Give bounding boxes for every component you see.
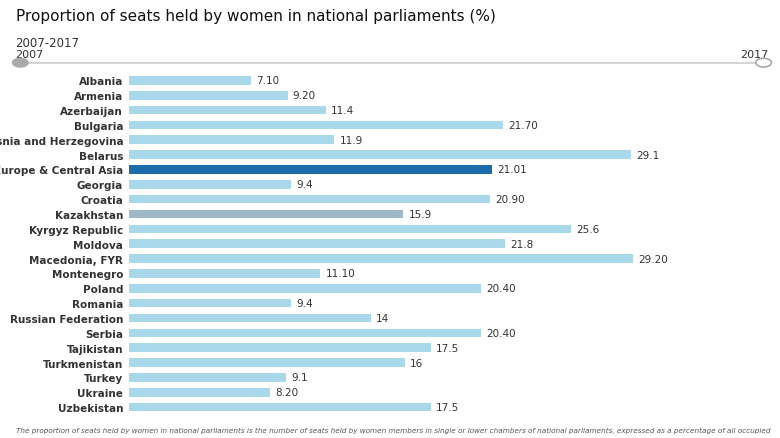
- Bar: [129, 255, 633, 263]
- Bar: [129, 121, 503, 130]
- Text: 2017: 2017: [740, 50, 768, 60]
- Text: 11.4: 11.4: [331, 106, 354, 116]
- Text: The proportion of seats held by women in national parliaments is the number of s: The proportion of seats held by women in…: [16, 427, 770, 433]
- Bar: [129, 299, 291, 308]
- Text: 11.9: 11.9: [339, 135, 363, 145]
- Bar: [129, 373, 285, 382]
- Text: 9.20: 9.20: [292, 91, 316, 101]
- Text: 25.6: 25.6: [576, 224, 599, 234]
- Bar: [129, 344, 431, 352]
- Bar: [129, 77, 251, 85]
- Bar: [129, 314, 370, 322]
- Bar: [129, 225, 571, 233]
- Bar: [129, 240, 505, 248]
- Text: 7.10: 7.10: [257, 76, 280, 86]
- Bar: [129, 269, 321, 278]
- Text: 9.4: 9.4: [296, 180, 313, 190]
- Bar: [129, 166, 491, 174]
- Bar: [129, 92, 288, 100]
- Text: 9.1: 9.1: [291, 373, 307, 382]
- Text: 9.4: 9.4: [296, 298, 313, 308]
- Text: 29.20: 29.20: [638, 254, 668, 264]
- Text: 2007-2017: 2007-2017: [16, 37, 80, 50]
- Bar: [129, 403, 431, 412]
- Bar: [129, 136, 335, 145]
- Text: 21.8: 21.8: [510, 239, 534, 249]
- Text: 14: 14: [376, 313, 389, 323]
- Text: 21.01: 21.01: [497, 165, 526, 175]
- Text: 17.5: 17.5: [436, 343, 459, 353]
- Text: 20.90: 20.90: [495, 195, 524, 205]
- Bar: [129, 358, 405, 367]
- Text: 2007: 2007: [16, 50, 44, 60]
- Bar: [129, 284, 481, 293]
- Text: 15.9: 15.9: [409, 209, 432, 219]
- Bar: [129, 195, 490, 204]
- Bar: [129, 210, 403, 219]
- Bar: [129, 151, 631, 159]
- Bar: [129, 388, 271, 397]
- Text: 21.70: 21.70: [509, 120, 538, 131]
- Text: Proportion of seats held by women in national parliaments (%): Proportion of seats held by women in nat…: [16, 9, 495, 24]
- Bar: [129, 329, 481, 337]
- Text: 20.40: 20.40: [486, 328, 516, 338]
- Text: 17.5: 17.5: [436, 402, 459, 412]
- Bar: [129, 106, 325, 115]
- Text: 16: 16: [410, 358, 424, 368]
- Text: 20.40: 20.40: [486, 284, 516, 293]
- Bar: [129, 180, 291, 189]
- Text: 29.1: 29.1: [636, 150, 660, 160]
- Text: 8.20: 8.20: [275, 387, 299, 397]
- Text: 11.10: 11.10: [325, 269, 356, 279]
